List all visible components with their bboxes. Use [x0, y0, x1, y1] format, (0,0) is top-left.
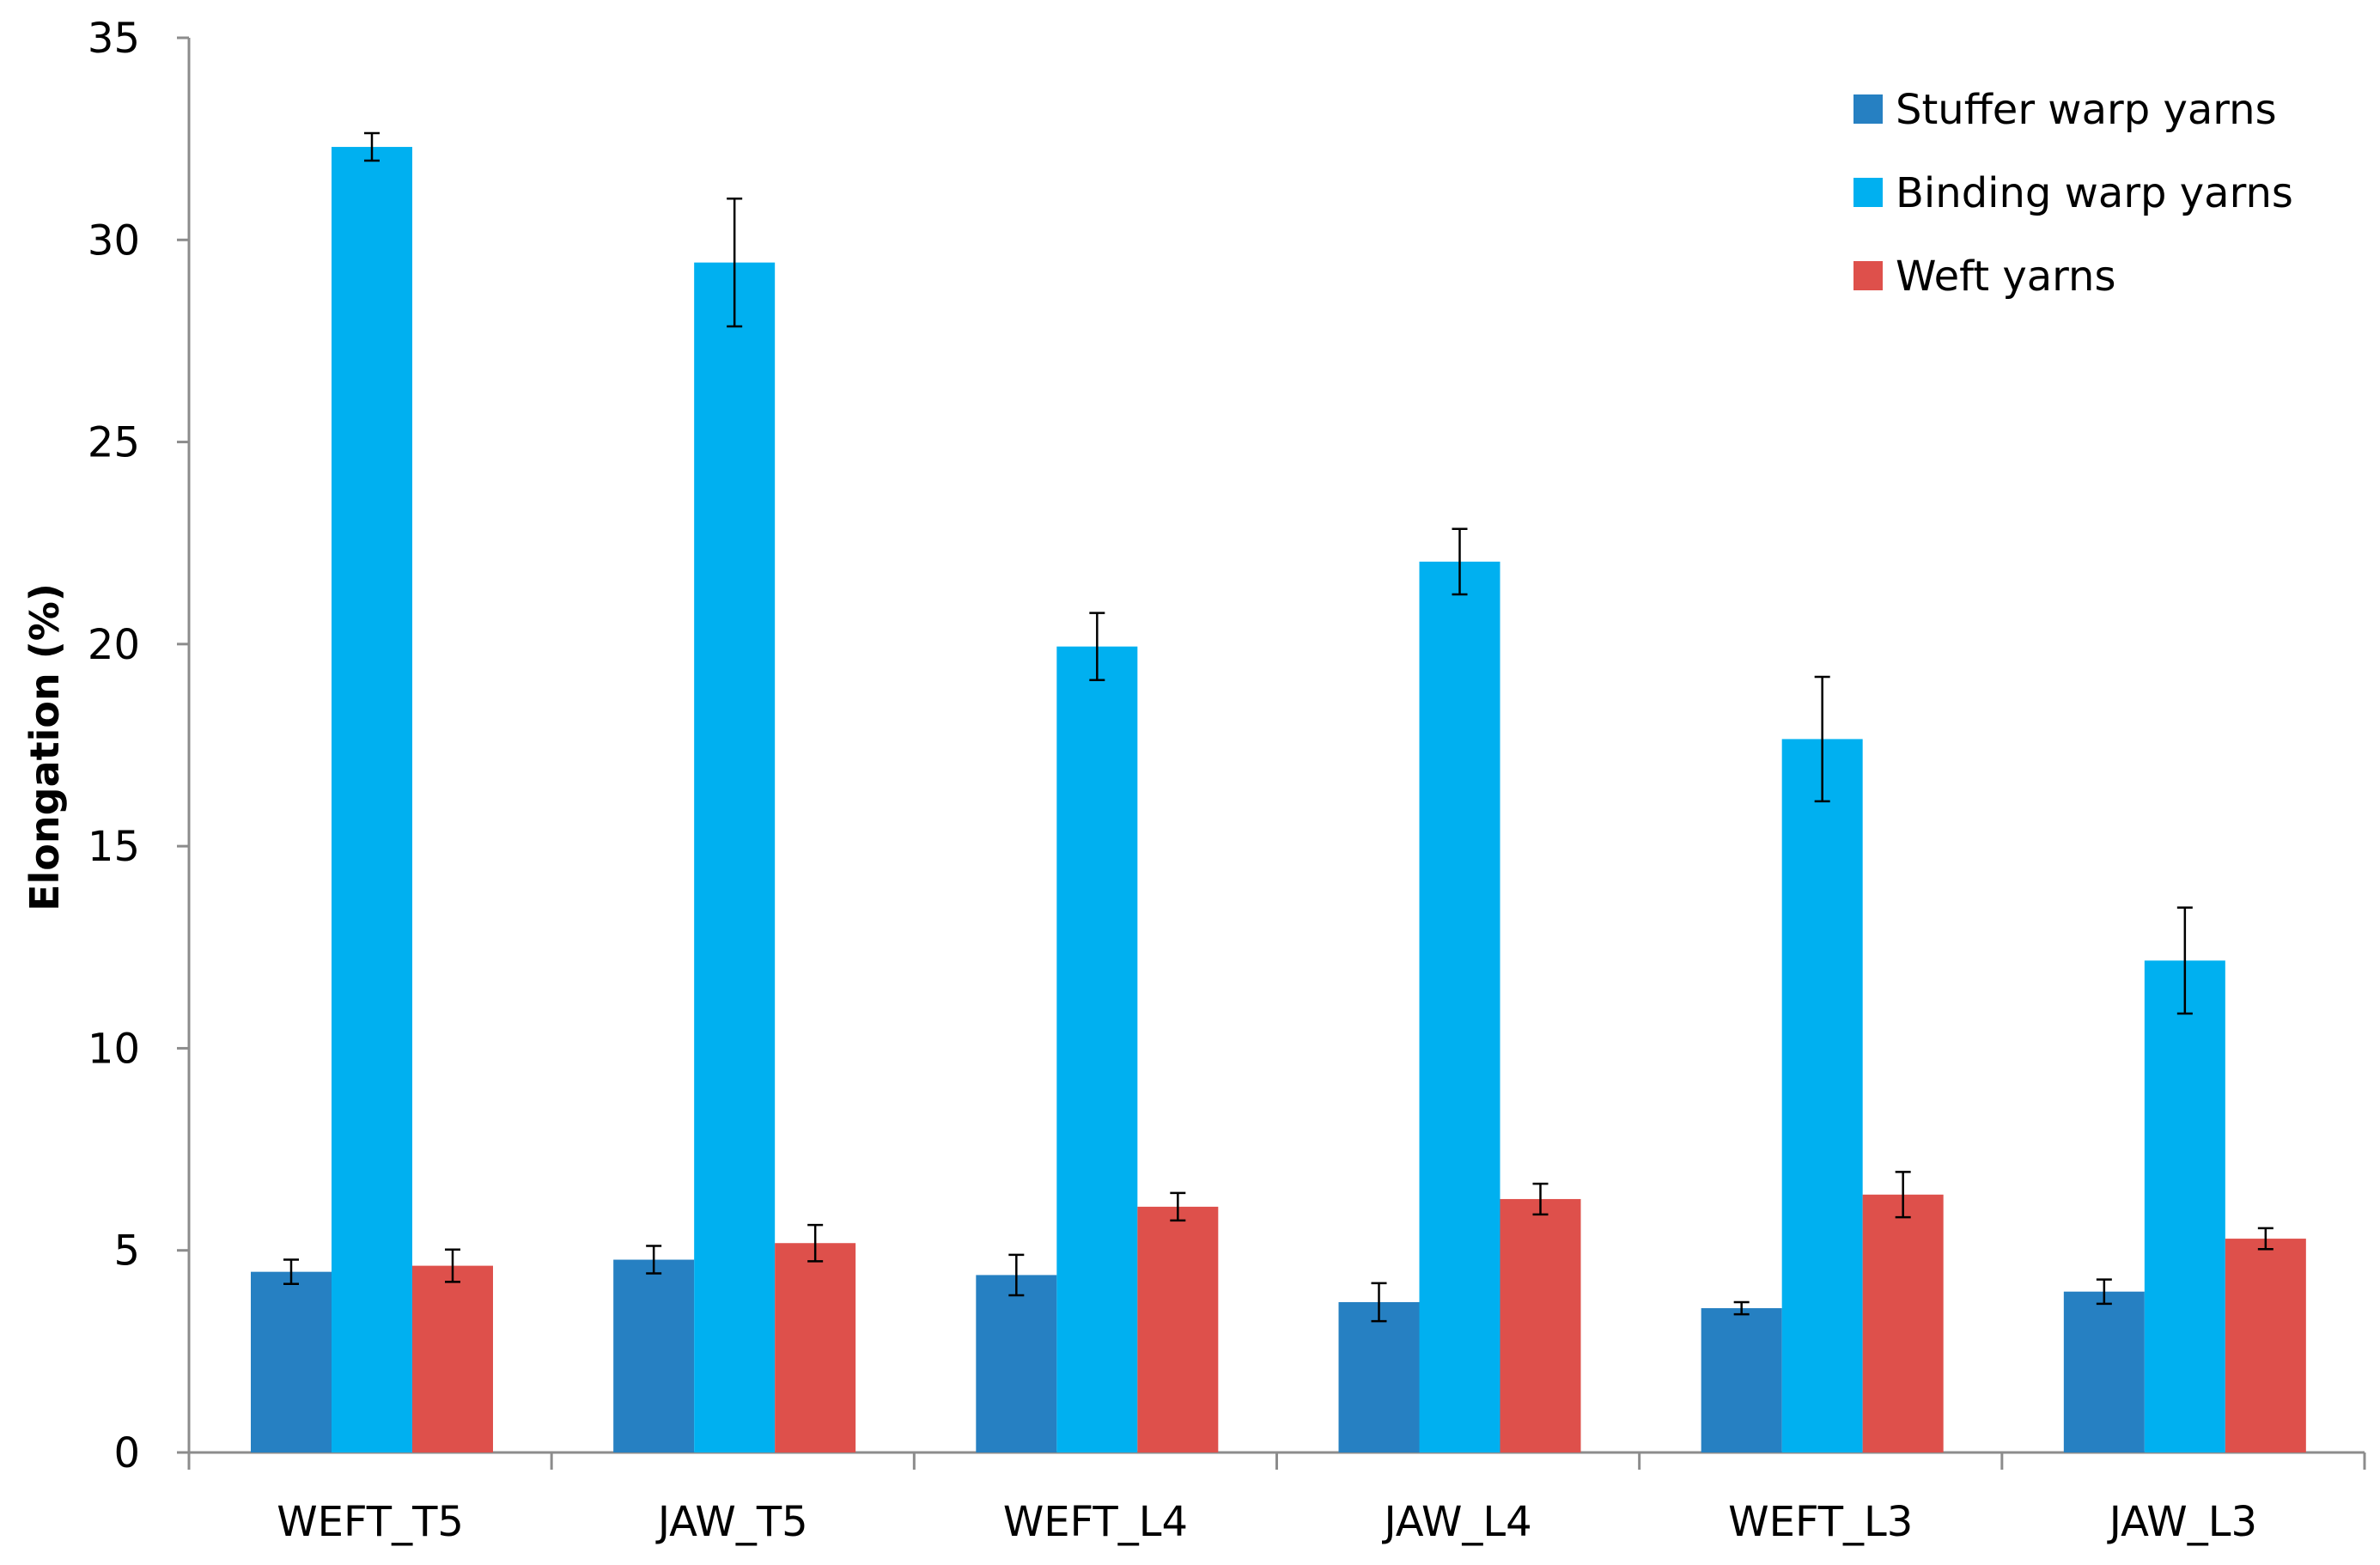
- bar: [412, 1265, 493, 1452]
- y-tick-label: 10: [88, 1025, 140, 1073]
- bar: [1500, 1198, 1581, 1452]
- bar: [613, 1259, 695, 1452]
- bar: [1056, 646, 1138, 1452]
- legend-label: Binding warp yarns: [1896, 169, 2293, 217]
- y-axis-label: Elongation (%): [21, 583, 68, 911]
- x-tick-label: JAW_L4: [1381, 1498, 1531, 1546]
- legend-swatch: [1853, 178, 1883, 207]
- bar: [251, 1271, 332, 1452]
- y-tick-label: 35: [88, 15, 140, 63]
- bar: [2063, 1291, 2145, 1452]
- legend-label: Weft yarns: [1896, 253, 2115, 301]
- x-tick-label: JAW_T5: [655, 1498, 808, 1546]
- bar: [1137, 1206, 1219, 1452]
- legend-swatch: [1853, 261, 1883, 290]
- bar: [694, 262, 776, 1453]
- bar: [332, 147, 412, 1452]
- x-tick-label: JAW_L3: [2107, 1498, 2257, 1546]
- bar: [1338, 1301, 1420, 1452]
- y-tick-label: 0: [113, 1429, 140, 1477]
- y-tick-label: 25: [88, 419, 140, 467]
- y-tick-label: 15: [88, 823, 140, 871]
- bar: [1701, 1308, 1782, 1452]
- legend-label: Stuffer warp yarns: [1896, 86, 2277, 134]
- x-tick-label: WEFT_L4: [1003, 1498, 1188, 1546]
- legend-swatch: [1853, 94, 1883, 124]
- bar: [775, 1243, 856, 1452]
- bar: [2144, 960, 2225, 1452]
- y-tick-label: 30: [88, 216, 140, 265]
- bar: [1781, 739, 1863, 1452]
- x-tick-label: WEFT_T5: [277, 1498, 464, 1546]
- bar: [1419, 561, 1500, 1452]
- x-tick-label: WEFT_L3: [1728, 1498, 1913, 1546]
- bar: [976, 1275, 1057, 1452]
- y-tick-label: 5: [113, 1227, 140, 1276]
- bar: [2225, 1239, 2306, 1452]
- bar: [1862, 1194, 1944, 1452]
- y-tick-label: 20: [88, 621, 140, 669]
